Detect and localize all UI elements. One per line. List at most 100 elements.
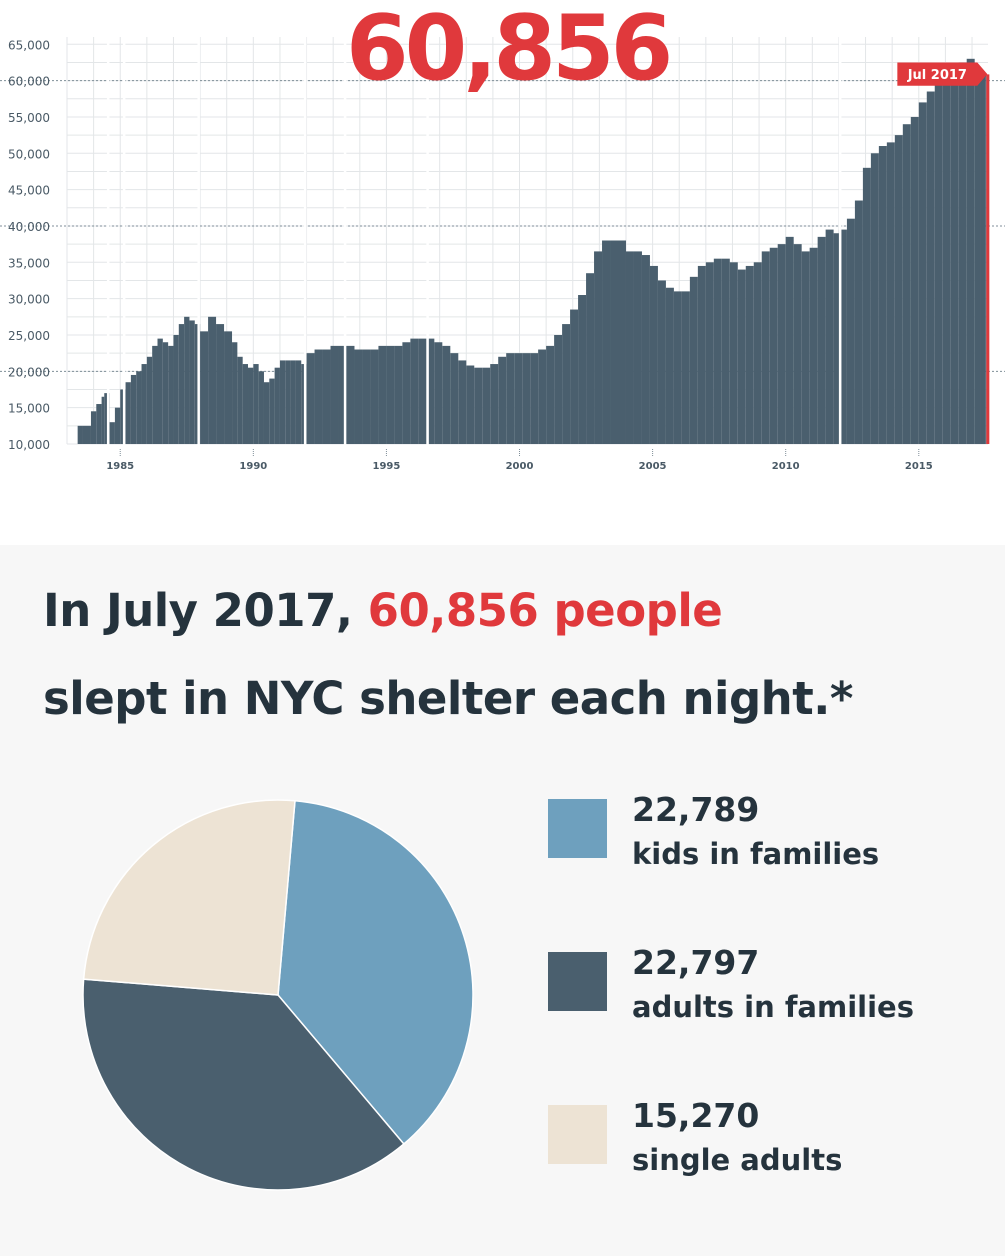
area-step [878,146,887,444]
area-step [269,378,275,444]
area-step [966,58,975,445]
x-tick-label: 2015 [905,461,933,472]
area-step [570,309,579,444]
area-step [918,102,927,445]
area-step [330,345,339,444]
area-step [466,365,475,444]
area-step [793,244,802,444]
area-step [665,287,674,444]
area-step [338,345,347,444]
area-step [370,349,379,444]
area-step [753,262,762,444]
area-step [96,404,102,444]
legend-value-adults: 22,797 [632,943,760,982]
area-step [721,258,730,444]
area-step [777,244,786,444]
area-step [825,229,834,444]
y-tick-label: 15,000 [8,402,50,416]
x-tick-label: 2005 [639,461,667,472]
headline-prefix: In July 2017, [43,584,368,637]
area-step [285,360,291,444]
area-step [434,342,443,444]
area-step [838,229,847,444]
y-tick-label: 30,000 [8,293,50,307]
area-step [641,255,650,444]
area-step [514,353,523,444]
area-step [562,324,571,444]
area-step [490,364,499,444]
y-tick-label: 40,000 [8,220,50,234]
area-step [362,349,371,444]
area-step [418,338,427,444]
area-step [697,265,706,444]
legend-value-kids: 22,789 [632,790,760,829]
area-step [934,80,943,444]
area-step [125,382,131,444]
area-step [506,353,515,444]
area-step [263,382,270,444]
area-step [586,273,595,444]
area-step [886,142,895,445]
trend-chart-section: Jul 2017 10,000 15,000 20,000 25,000 30,000 35… [0,0,1005,545]
area-step [657,280,666,444]
area-step [208,316,217,444]
x-tick-label: 2010 [772,461,800,472]
area-step [141,364,147,444]
area-step [974,69,981,445]
area-step [314,349,323,444]
area-step [232,342,238,444]
x-tick-label: 1985 [106,461,134,472]
x-tick-label: 1995 [373,461,401,472]
area-step [530,353,539,444]
latest-tag-background [897,62,988,86]
area-step [394,345,403,444]
area-step [498,356,507,444]
area-step [322,349,331,444]
legend-label-singles: single adults [632,1143,843,1177]
area-step [737,269,746,444]
area-step [200,331,209,444]
shelter-breakdown-pie-chart [82,799,474,1191]
area-step [554,334,563,444]
pie-slice-adults [82,978,405,1191]
area-step [354,349,363,444]
legend-item-adults: 22,797 adults in families [548,942,988,1032]
y-tick-label: 55,000 [8,111,50,125]
area-step [216,324,225,444]
area-step [546,345,555,444]
area-step [846,218,855,444]
area-step [248,367,254,444]
headline-text: In July 2017, 60,856 people slept in NYC… [43,567,983,743]
area-step [136,371,142,444]
area-bars [77,58,987,445]
legend-swatch-singles [548,1105,607,1164]
data-gap [197,37,200,445]
data-gap [838,37,842,445]
area-step [178,324,185,444]
area-step [594,251,603,444]
area-step [713,258,722,444]
area-step [745,265,754,444]
area-step [482,367,491,444]
area-step [114,407,121,444]
area-step [633,251,642,444]
area-step [833,233,839,444]
area-step [157,338,163,444]
area-step [442,345,451,444]
area-step [610,240,619,444]
area-step [146,356,153,444]
area-step [279,360,286,444]
data-gap [303,37,307,445]
area-step [130,374,137,444]
data-gap [343,37,347,445]
x-tick-label: 2000 [506,461,534,472]
area-step [673,291,682,444]
area-step [82,425,91,444]
area-step [625,251,634,444]
latest-tag-label: Jul 2017 [907,68,967,83]
y-tick-label: 10,000 [8,438,50,452]
legend-swatch-adults [548,952,607,1011]
area-step [689,276,698,444]
headline-rest: slept in NYC shelter each night.* [43,672,853,725]
area-step [862,167,871,445]
